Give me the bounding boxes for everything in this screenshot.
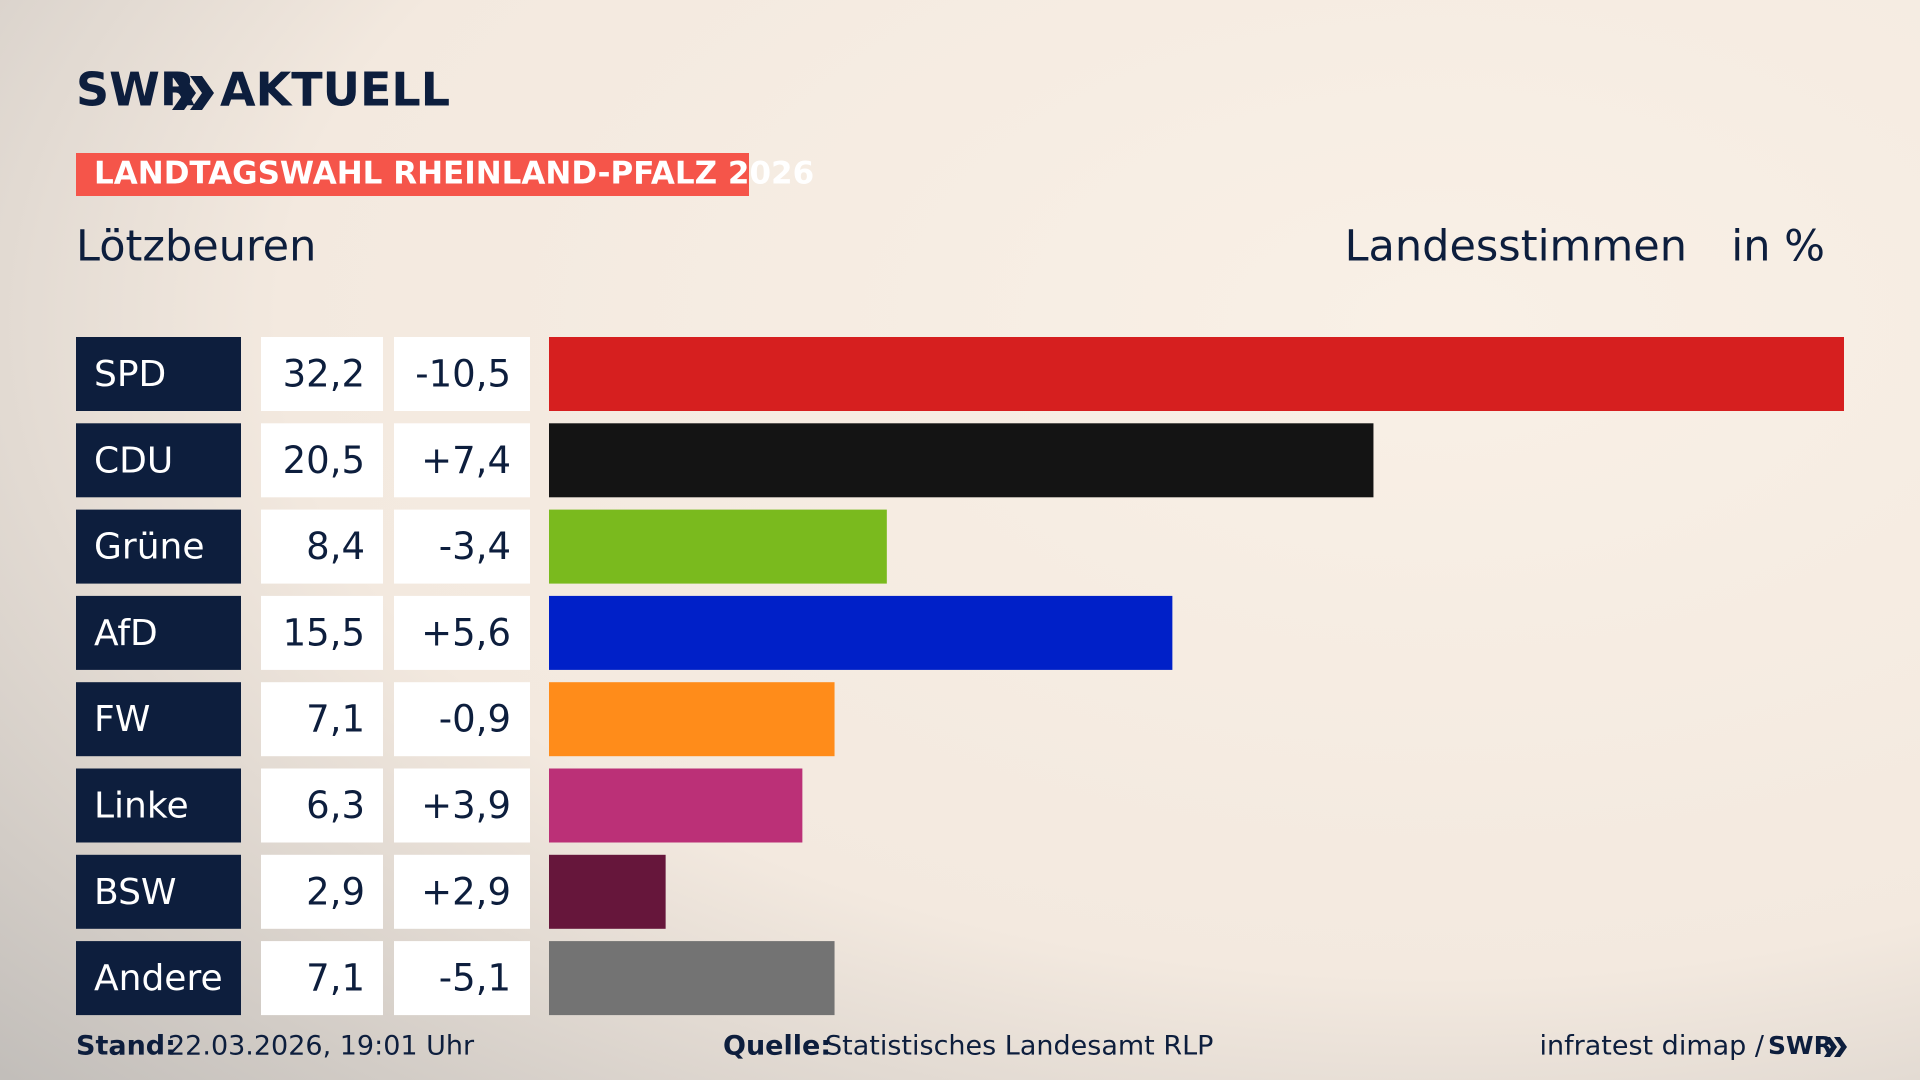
source-label: Quelle: xyxy=(723,1031,831,1062)
value-box xyxy=(261,595,383,670)
rows: SPD 32,2 -10,5 CDU 20,5 +7,4 Grüne 8,4 -3,4 AfD 15… xyxy=(76,337,1844,1016)
bar xyxy=(549,509,887,584)
change-label: +2,9 xyxy=(421,870,511,913)
value-box xyxy=(261,423,383,498)
change-label: +7,4 xyxy=(421,439,511,482)
value-label: 15,5 xyxy=(283,611,365,654)
bar xyxy=(549,854,666,929)
value-box xyxy=(261,337,383,411)
date-label: Stand: xyxy=(76,1031,176,1062)
change-box xyxy=(394,595,530,670)
change-box xyxy=(394,768,530,843)
party-box xyxy=(76,682,241,757)
value-label: 32,2 xyxy=(283,353,365,396)
change-label: +3,9 xyxy=(421,784,511,827)
party-name: Linke xyxy=(94,786,189,827)
bar xyxy=(549,595,1173,670)
value-header: Landesstimmen xyxy=(1345,222,1687,272)
source: Statistisches Landesamt RLP xyxy=(825,1031,1213,1062)
party-name: FW xyxy=(94,699,150,740)
change-label: -0,9 xyxy=(439,698,511,741)
party-box xyxy=(76,509,241,584)
party-box xyxy=(76,595,241,670)
value-label: 20,5 xyxy=(283,439,365,482)
party-box xyxy=(76,854,241,929)
party-box xyxy=(76,337,241,411)
brand-chevrons xyxy=(172,76,214,110)
party-name: CDU xyxy=(94,440,173,481)
value-box xyxy=(261,941,383,1016)
party-box xyxy=(76,768,241,843)
party-name: SPD xyxy=(94,354,166,395)
change-label: -10,5 xyxy=(415,353,511,396)
subtitle: Lötzbeuren xyxy=(76,222,316,272)
value-label: 2,9 xyxy=(306,870,365,913)
change-box xyxy=(394,941,530,1016)
bar xyxy=(549,682,835,757)
bar xyxy=(549,768,803,843)
date: 22.03.2026, 19:01 Uhr xyxy=(168,1031,475,1062)
value-box xyxy=(261,682,383,757)
change-label: +5,6 xyxy=(421,611,511,654)
value-box xyxy=(261,509,383,584)
change-box xyxy=(394,337,530,411)
chart-title: LANDTAGSWAHL RHEINLAND-PFALZ 2026 xyxy=(94,156,814,192)
change-box xyxy=(394,423,530,498)
credit-chevrons xyxy=(1824,1037,1847,1057)
value-box xyxy=(261,854,383,929)
change-box xyxy=(394,854,530,929)
change-box xyxy=(394,682,530,757)
bar xyxy=(549,423,1374,498)
party-box xyxy=(76,423,241,498)
credit-brand: SWR xyxy=(1768,1031,1833,1060)
value-box xyxy=(261,768,383,843)
title-box xyxy=(76,153,749,196)
value-label: 7,1 xyxy=(306,957,365,1000)
party-name: AfD xyxy=(94,613,158,654)
value-label: 7,1 xyxy=(306,698,365,741)
unit: in % xyxy=(1731,222,1825,272)
bar xyxy=(549,941,835,1016)
party-name: Grüne xyxy=(94,527,204,568)
party-box xyxy=(76,941,241,1016)
party-name: Andere xyxy=(94,958,223,999)
value-label: 6,3 xyxy=(306,784,365,827)
credit: infratest dimap / xyxy=(1539,1031,1764,1062)
value-label: 8,4 xyxy=(306,525,365,568)
change-box xyxy=(394,509,530,584)
bar xyxy=(549,337,1844,411)
party-name: BSW xyxy=(94,872,177,913)
brand-sub: AKTUELL xyxy=(220,63,450,117)
change-label: -3,4 xyxy=(439,525,511,568)
change-label: -5,1 xyxy=(439,957,511,1000)
